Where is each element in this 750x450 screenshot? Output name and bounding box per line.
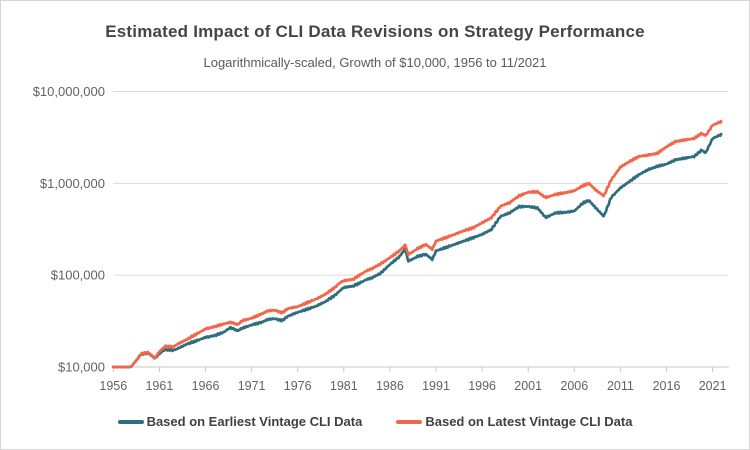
legend-swatch-latest-icon <box>396 419 423 424</box>
legend-item-latest-vintage[interactable]: Based on Latest Vintage CLI Data <box>396 414 632 429</box>
x-axis-label: 1991 <box>422 379 450 393</box>
x-axis-label: 2021 <box>699 379 727 393</box>
chart-title: Estimated Impact of CLI Data Revisions o… <box>105 22 645 41</box>
y-axis-label: $1,000,000 <box>40 176 105 191</box>
x-axis-label: 1996 <box>468 379 496 393</box>
y-axis-label: $100,000 <box>51 268 105 283</box>
series-line-latest-vintage <box>111 119 723 369</box>
x-axis-label: 2006 <box>560 379 588 393</box>
y-axis-label: $10,000 <box>58 360 105 375</box>
x-axis-label: 1961 <box>145 379 173 393</box>
x-axis-label: 1966 <box>192 379 220 393</box>
legend-swatch-earliest-icon <box>117 419 144 424</box>
x-axis-label: 1976 <box>284 379 312 393</box>
legend-label-earliest: Based on Earliest Vintage CLI Data <box>146 414 363 429</box>
x-axis-label: 1981 <box>330 379 358 393</box>
x-axis-label: 1956 <box>99 379 127 393</box>
legend-label-latest: Based on Latest Vintage CLI Data <box>425 414 633 429</box>
series-line-earliest-vintage <box>111 132 723 369</box>
y-axis-label: $10,000,000 <box>33 84 105 99</box>
x-axis-label: 2011 <box>607 379 634 393</box>
x-axis-label: 1971 <box>238 379 266 393</box>
x-axis-label: 2001 <box>514 379 542 393</box>
x-axis-label: 1986 <box>376 379 404 393</box>
legend: Based on Earliest Vintage CLI Data Based… <box>1 414 749 429</box>
legend-item-earliest-vintage[interactable]: Based on Earliest Vintage CLI Data <box>117 414 363 429</box>
x-axis-label: 2016 <box>653 379 681 393</box>
chart-subtitle: Logarithmically-scaled, Growth of $10,00… <box>203 55 547 70</box>
